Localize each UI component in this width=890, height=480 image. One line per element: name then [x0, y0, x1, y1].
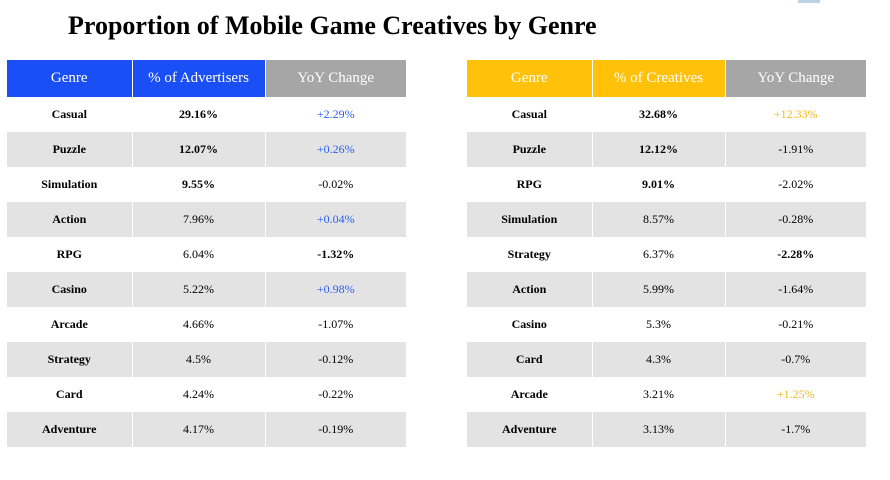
- table-row: RPG 6.04% -1.32%: [7, 237, 406, 272]
- table-row: Strategy 6.37% -2.28%: [467, 237, 866, 272]
- table-row: Card 4.3% -0.7%: [467, 342, 866, 377]
- table-row: Arcade 3.21% +1.25%: [467, 377, 866, 412]
- share-cell: 12.12%: [592, 132, 726, 167]
- share-cell: 32.68%: [592, 97, 726, 132]
- genre-cell: RPG: [7, 237, 133, 272]
- table-row: Adventure 3.13% -1.7%: [467, 412, 866, 447]
- table-row: Card 4.24% -0.22%: [7, 377, 406, 412]
- genre-cell: Action: [467, 272, 593, 307]
- yoy-cell: +12.33%: [725, 97, 866, 132]
- header-yoy: YoY Change: [265, 60, 406, 97]
- share-cell: 4.66%: [132, 307, 266, 342]
- advertisers-table: Genre % of Advertisers YoY Change Casual…: [7, 60, 406, 447]
- genre-cell: Strategy: [7, 342, 133, 377]
- creatives-table: Genre % of Creatives YoY Change Casual 3…: [467, 60, 866, 447]
- share-cell: 9.01%: [592, 167, 726, 202]
- table-row: Puzzle 12.12% -1.91%: [467, 132, 866, 167]
- yoy-cell: -1.64%: [725, 272, 866, 307]
- page-title: Proportion of Mobile Game Creatives by G…: [68, 11, 597, 40]
- share-cell: 6.37%: [592, 237, 726, 272]
- genre-cell: Casino: [7, 272, 133, 307]
- share-cell: 3.13%: [592, 412, 726, 447]
- table-row: Puzzle 12.07% +0.26%: [7, 132, 406, 167]
- genre-cell: Puzzle: [7, 132, 133, 167]
- table-row: Casual 32.68% +12.33%: [467, 97, 866, 132]
- yoy-cell: +2.29%: [265, 97, 406, 132]
- table-row: Strategy 4.5% -0.12%: [7, 342, 406, 377]
- share-cell: 3.21%: [592, 377, 726, 412]
- yoy-cell: -0.28%: [725, 202, 866, 237]
- table-row: Simulation 9.55% -0.02%: [7, 167, 406, 202]
- table-row: Simulation 8.57% -0.28%: [467, 202, 866, 237]
- genre-cell: Arcade: [7, 307, 133, 342]
- share-cell: 29.16%: [132, 97, 266, 132]
- yoy-cell: +0.26%: [265, 132, 406, 167]
- share-cell: 5.3%: [592, 307, 726, 342]
- genre-cell: Strategy: [467, 237, 593, 272]
- header-yoy: YoY Change: [725, 60, 866, 97]
- genre-cell: Casino: [467, 307, 593, 342]
- share-cell: 4.5%: [132, 342, 266, 377]
- table-row: Casino 5.22% +0.98%: [7, 272, 406, 307]
- share-cell: 5.99%: [592, 272, 726, 307]
- genre-cell: Puzzle: [467, 132, 593, 167]
- genre-cell: Card: [467, 342, 593, 377]
- table-row: Action 5.99% -1.64%: [467, 272, 866, 307]
- genre-cell: Casual: [7, 97, 133, 132]
- table-body: Casual 32.68% +12.33% Puzzle 12.12% -1.9…: [467, 97, 866, 447]
- share-cell: 4.24%: [132, 377, 266, 412]
- table-row: Adventure 4.17% -0.19%: [7, 412, 406, 447]
- share-cell: 4.17%: [132, 412, 266, 447]
- header-share: % of Creatives: [592, 60, 726, 97]
- yoy-cell: -0.22%: [265, 377, 406, 412]
- table-row: Casino 5.3% -0.21%: [467, 307, 866, 342]
- yoy-cell: -0.12%: [265, 342, 406, 377]
- genre-cell: Arcade: [467, 377, 593, 412]
- yoy-cell: -1.7%: [725, 412, 866, 447]
- yoy-cell: -0.02%: [265, 167, 406, 202]
- table-row: RPG 9.01% -2.02%: [467, 167, 866, 202]
- genre-cell: Action: [7, 202, 133, 237]
- yoy-cell: -1.07%: [265, 307, 406, 342]
- corner-mark: [798, 0, 820, 3]
- share-cell: 6.04%: [132, 237, 266, 272]
- genre-cell: Adventure: [467, 412, 593, 447]
- header-row: Genre % of Advertisers YoY Change: [7, 60, 406, 97]
- genre-cell: Adventure: [7, 412, 133, 447]
- genre-cell: Casual: [467, 97, 593, 132]
- share-cell: 4.3%: [592, 342, 726, 377]
- share-cell: 5.22%: [132, 272, 266, 307]
- yoy-cell: -1.32%: [265, 237, 406, 272]
- yoy-cell: -0.19%: [265, 412, 406, 447]
- header-row: Genre % of Creatives YoY Change: [467, 60, 866, 97]
- share-cell: 12.07%: [132, 132, 266, 167]
- yoy-cell: -0.7%: [725, 342, 866, 377]
- yoy-cell: -2.02%: [725, 167, 866, 202]
- header-genre: Genre: [7, 60, 133, 97]
- yoy-cell: -1.91%: [725, 132, 866, 167]
- share-cell: 9.55%: [132, 167, 266, 202]
- header-share: % of Advertisers: [132, 60, 266, 97]
- table-row: Action 7.96% +0.04%: [7, 202, 406, 237]
- table-row: Arcade 4.66% -1.07%: [7, 307, 406, 342]
- table-row: Casual 29.16% +2.29%: [7, 97, 406, 132]
- share-cell: 7.96%: [132, 202, 266, 237]
- share-cell: 8.57%: [592, 202, 726, 237]
- yoy-cell: +0.04%: [265, 202, 406, 237]
- header-genre: Genre: [467, 60, 593, 97]
- yoy-cell: +1.25%: [725, 377, 866, 412]
- yoy-cell: -2.28%: [725, 237, 866, 272]
- genre-cell: Simulation: [7, 167, 133, 202]
- yoy-cell: -0.21%: [725, 307, 866, 342]
- table-body: Casual 29.16% +2.29% Puzzle 12.07% +0.26…: [7, 97, 406, 447]
- yoy-cell: +0.98%: [265, 272, 406, 307]
- genre-cell: RPG: [467, 167, 593, 202]
- genre-cell: Card: [7, 377, 133, 412]
- genre-cell: Simulation: [467, 202, 593, 237]
